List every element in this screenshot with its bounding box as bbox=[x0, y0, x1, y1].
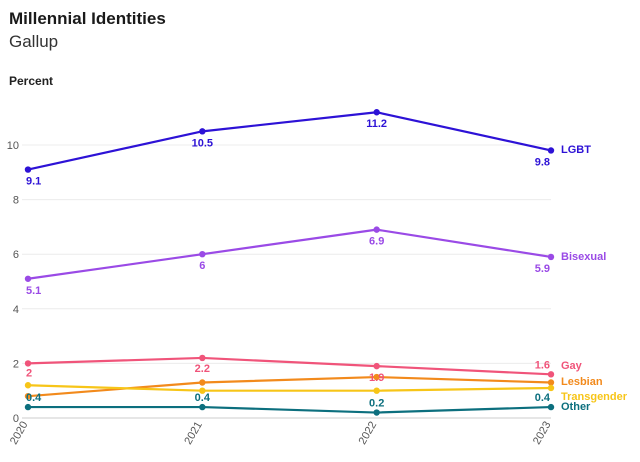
x-tick-label: 2022 bbox=[357, 420, 380, 447]
series-label-other: Other bbox=[561, 401, 591, 413]
x-tick-label: 2023 bbox=[531, 420, 554, 447]
series-line-other bbox=[28, 405, 552, 414]
series-line-lgbt bbox=[27, 111, 552, 171]
data-point-gay bbox=[547, 371, 555, 378]
data-point-lesbian bbox=[24, 392, 32, 400]
data-label-bisexual: 5.1 bbox=[26, 285, 41, 297]
data-point-transgender bbox=[199, 387, 206, 394]
data-point-other bbox=[24, 403, 32, 411]
data-point-transgender bbox=[24, 382, 32, 389]
data-labels: 9.1 10.5 11.2 9.8 5.1 6 6.9 5.9 2 2.2 1.9 1.6 0.4 0.4… bbox=[26, 118, 551, 409]
data-point-gay bbox=[373, 362, 380, 370]
data-label-lgbt: 9.1 bbox=[26, 176, 41, 188]
series-points bbox=[24, 109, 555, 416]
data-label-other: 0.2 bbox=[369, 398, 384, 410]
y-axis-label: Percent bbox=[9, 74, 54, 88]
data-label-bisexual: 6.9 bbox=[369, 236, 384, 248]
y-tick-label: 4 bbox=[13, 304, 19, 316]
data-point-bisexual bbox=[24, 275, 32, 282]
data-point-transgender bbox=[373, 387, 380, 394]
series-lines bbox=[27, 111, 552, 414]
data-label-gay: 1.6 bbox=[535, 359, 550, 371]
series-line-bisexual bbox=[27, 228, 552, 280]
data-point-lgbt bbox=[373, 109, 380, 116]
data-point-lesbian bbox=[373, 373, 380, 381]
x-tick-label: 2020 bbox=[8, 420, 31, 447]
chart-subtitle: Gallup bbox=[9, 32, 59, 51]
series-label-gay: Gay bbox=[561, 360, 583, 372]
data-point-transgender bbox=[547, 384, 555, 392]
y-tick-label: 0 bbox=[13, 413, 19, 425]
data-point-lgbt bbox=[547, 147, 555, 154]
data-point-bisexual bbox=[373, 226, 380, 233]
data-point-other bbox=[373, 409, 380, 416]
data-label-lgbt: 11.2 bbox=[366, 118, 387, 130]
y-axis-ticks: 0 2 4 6 8 10 bbox=[7, 140, 19, 425]
data-point-lgbt bbox=[24, 166, 32, 173]
series-line-gay bbox=[27, 356, 552, 376]
data-point-lesbian bbox=[547, 379, 555, 386]
data-point-other bbox=[199, 403, 206, 411]
series-label-bisexual: Bisexual bbox=[561, 251, 606, 263]
data-point-other bbox=[547, 403, 555, 411]
series-label-transgender: Transgender bbox=[561, 391, 628, 403]
x-axis-ticks: 2020 2021 2022 2023 bbox=[8, 420, 554, 447]
data-label-gay: 1.9 bbox=[369, 372, 384, 384]
data-point-gay bbox=[199, 354, 206, 362]
grid-lines bbox=[22, 144, 551, 419]
data-point-gay bbox=[24, 360, 32, 367]
data-label-gay: 2.2 bbox=[195, 363, 210, 375]
data-label-other: 0.4 bbox=[535, 392, 551, 404]
x-tick-label: 2021 bbox=[182, 420, 205, 447]
data-point-lgbt bbox=[199, 128, 206, 135]
series-label-lesbian: Lesbian bbox=[561, 376, 603, 388]
series-label-lgbt: LGBT bbox=[561, 144, 591, 156]
data-point-bisexual bbox=[547, 253, 555, 261]
series-line-lesbian bbox=[27, 375, 552, 398]
chart-title: Millennial Identities bbox=[9, 9, 166, 28]
data-label-bisexual: 6 bbox=[199, 260, 205, 272]
y-tick-label: 8 bbox=[13, 195, 19, 207]
data-label-lgbt: 10.5 bbox=[192, 137, 213, 149]
data-label-other: 0.4 bbox=[195, 392, 211, 404]
y-tick-label: 2 bbox=[13, 358, 19, 370]
y-tick-label: 10 bbox=[7, 140, 19, 152]
data-label-bisexual: 5.9 bbox=[535, 263, 550, 275]
data-label-other: 0.4 bbox=[26, 392, 42, 404]
data-point-lesbian bbox=[199, 379, 206, 386]
y-tick-label: 6 bbox=[13, 249, 19, 261]
data-label-gay: 2 bbox=[26, 367, 32, 379]
data-point-bisexual bbox=[199, 251, 206, 258]
series-line-transgender bbox=[27, 384, 552, 392]
data-label-lgbt: 9.8 bbox=[535, 156, 550, 168]
